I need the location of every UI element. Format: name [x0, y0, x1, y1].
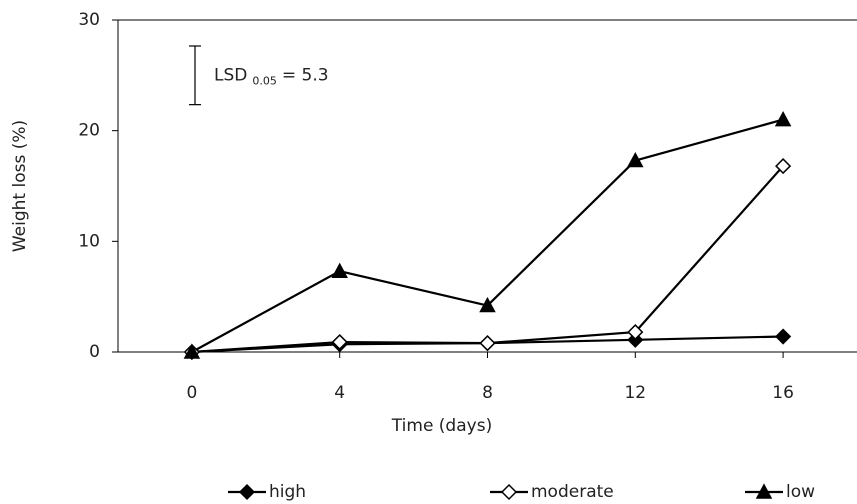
data-point [776, 113, 790, 126]
x-tick-label: 0 [186, 383, 197, 403]
legend-marker [240, 485, 254, 499]
x-axis-title: Time (days) [391, 416, 492, 436]
y-tick-label: 0 [89, 342, 100, 362]
y-axis-title: Weight loss (%) [10, 120, 30, 252]
lsd-value: = 5.3 [282, 65, 329, 85]
data-point [776, 330, 790, 344]
legend-label: high [269, 482, 306, 502]
y-tick-label: 20 [78, 121, 100, 141]
legend-label: moderate [531, 482, 614, 502]
series-line [192, 166, 783, 352]
lsd-label: LSD 0.05 = 5.3 [214, 65, 329, 87]
legend-label: low [786, 482, 815, 502]
x-tick-label: 12 [624, 383, 646, 403]
chart: Time (days) Weight loss (%) 0 10 20 30 0 4 8 12… [0, 0, 857, 504]
legend-marker [502, 485, 516, 499]
x-tick-label: 8 [482, 383, 493, 403]
y-tick-label: 30 [78, 10, 100, 30]
lsd-subscript: 0.05 [252, 74, 277, 87]
data-point [481, 336, 495, 350]
x-tick-label: 16 [772, 383, 794, 403]
y-tick-label: 10 [78, 231, 100, 251]
x-tick-label: 4 [334, 383, 345, 403]
series-line [192, 120, 783, 352]
data-point [333, 264, 347, 277]
lsd-text: LSD [214, 65, 247, 85]
